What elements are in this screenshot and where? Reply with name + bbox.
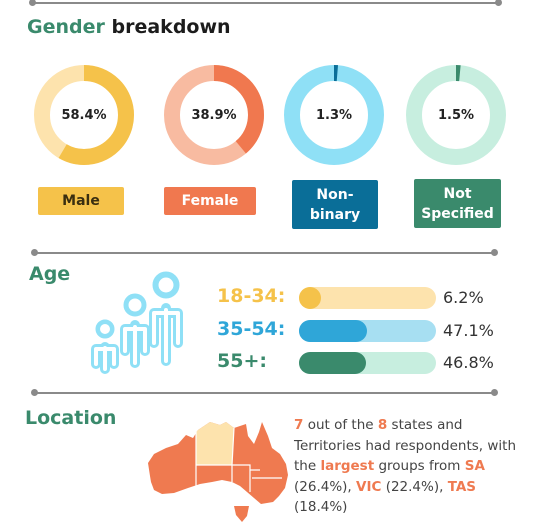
age-bar-track-0 bbox=[299, 287, 436, 309]
gender-label-nonbinary: Non-binary bbox=[292, 180, 378, 229]
gender-title-dark: breakdown bbox=[111, 16, 231, 38]
donut-value-male: 58.4% bbox=[61, 107, 107, 123]
text-segment: groups from bbox=[374, 458, 465, 474]
age-label-1: 35-54: bbox=[217, 318, 286, 340]
people-icon bbox=[91, 271, 183, 374]
top-divider bbox=[32, 2, 498, 4]
states-count: 7 bbox=[294, 417, 304, 433]
age-bar-fill-0 bbox=[299, 287, 321, 309]
state-tas-pct: (18.4%) bbox=[294, 499, 348, 515]
states-total: 8 bbox=[377, 417, 388, 433]
top-divider-dot-right bbox=[495, 0, 502, 6]
gender-title: Gender breakdown bbox=[27, 16, 231, 38]
top-divider-dot-left bbox=[29, 0, 36, 6]
location-divider-dot-left bbox=[31, 389, 38, 396]
donut-female bbox=[164, 65, 264, 165]
donut-value-notspecified: 1.5% bbox=[437, 107, 475, 123]
age-divider-dot-left bbox=[31, 249, 38, 256]
location-divider bbox=[35, 392, 495, 394]
location-divider-dot-right bbox=[491, 389, 498, 396]
state-tas: TAS bbox=[447, 478, 477, 495]
state-vic-pct: (22.4%), bbox=[381, 478, 448, 495]
location-title: Location bbox=[25, 407, 117, 429]
donut-nonbinary bbox=[284, 65, 384, 165]
age-title: Age bbox=[29, 263, 71, 285]
donut-slice-notspecified bbox=[406, 65, 506, 165]
text-segment: states and Territories had respondents, … bbox=[294, 417, 517, 474]
gender-label-female: Female bbox=[164, 187, 256, 215]
state-vic: VIC bbox=[356, 478, 382, 495]
age-bar-fill-2 bbox=[299, 352, 367, 374]
donut-male bbox=[34, 65, 134, 165]
state-sa-pct: (26.4%), bbox=[294, 478, 357, 495]
age-bar-value-1: 47.1% bbox=[443, 321, 494, 340]
age-divider bbox=[35, 252, 495, 254]
age-label-2: 55+: bbox=[217, 350, 267, 372]
state-sa: SA bbox=[464, 458, 485, 474]
age-label-0: 18-34: bbox=[217, 285, 286, 307]
age-bar-value-0: 6.2% bbox=[443, 288, 484, 307]
donut-slice-male bbox=[34, 65, 134, 165]
location-text: 7 out of the 8 states and Territories ha… bbox=[294, 415, 524, 518]
age-bar-fill-1 bbox=[299, 320, 367, 342]
gender-label-notspecified: Not Specified bbox=[414, 179, 501, 228]
australia-map bbox=[148, 422, 288, 522]
largest-word: largest bbox=[320, 458, 375, 474]
age-bar-value-2: 46.8% bbox=[443, 353, 494, 372]
donut-notspecified bbox=[406, 65, 506, 165]
donut-slice-female bbox=[164, 65, 264, 165]
gender-title-green: Gender bbox=[27, 16, 105, 38]
age-divider-dot-right bbox=[491, 249, 498, 256]
donut-value-nonbinary: 1.3% bbox=[315, 107, 353, 123]
text-segment: out of the bbox=[303, 417, 378, 433]
donut-value-female: 38.9% bbox=[191, 107, 237, 123]
donut-slice-nonbinary bbox=[284, 65, 384, 165]
gender-label-male: Male bbox=[38, 187, 124, 215]
